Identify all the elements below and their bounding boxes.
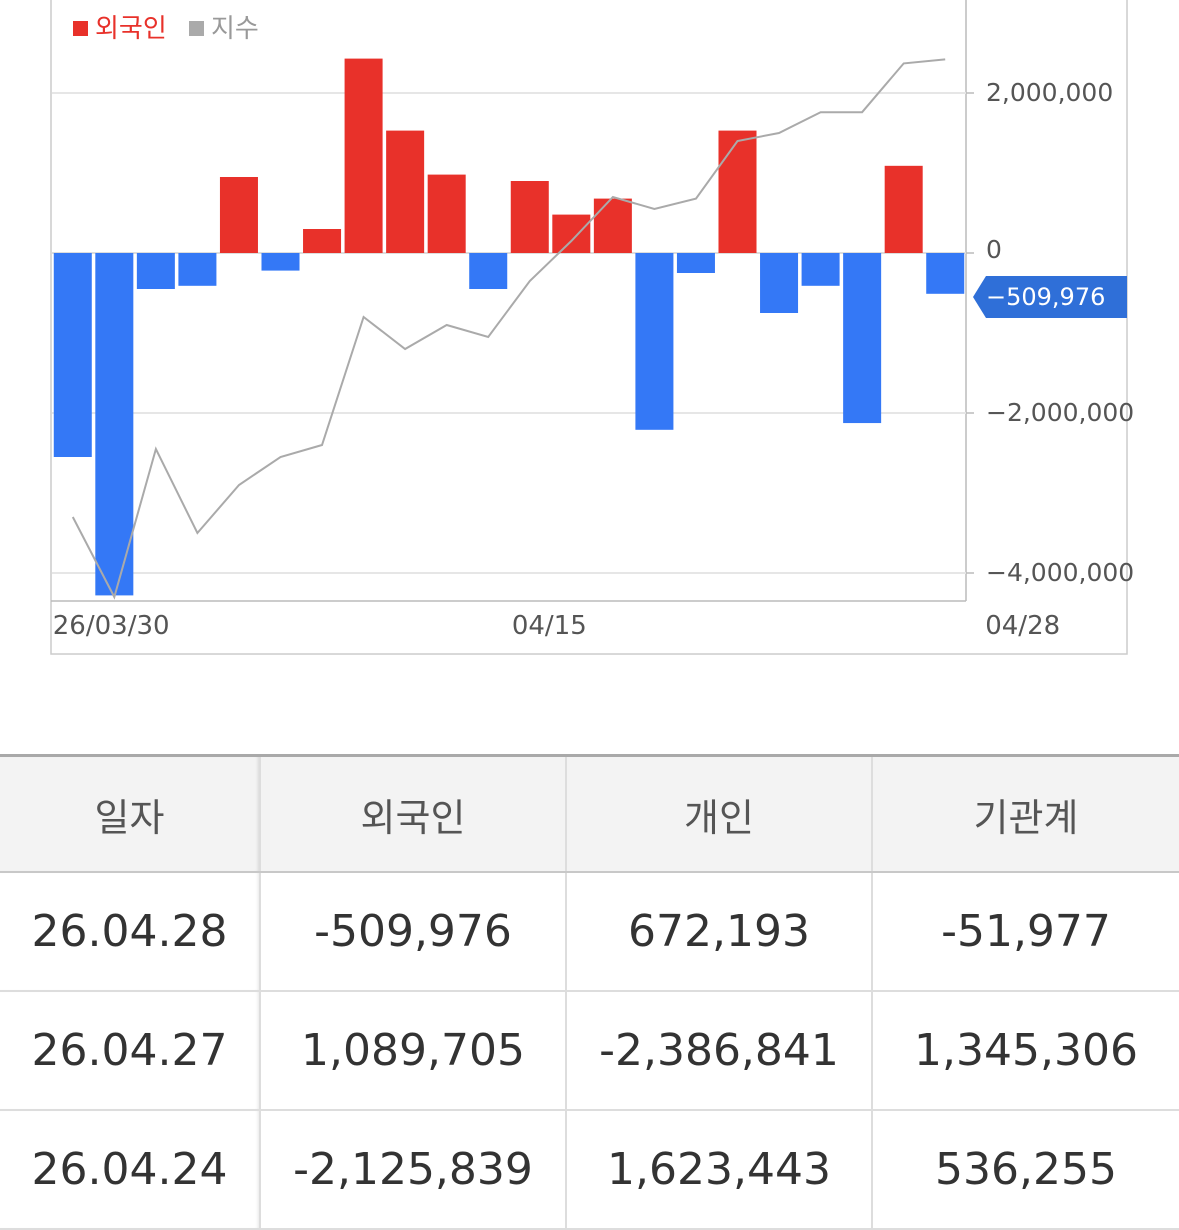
cell-foreign: 1,089,705 <box>259 991 566 1111</box>
header-individual[interactable]: 개인 <box>565 754 872 873</box>
cell-foreign: -509,976 <box>259 872 566 992</box>
legend-label-foreign[interactable]: 외국인 <box>95 14 167 44</box>
x-axis: 26/03/30 04/15 04/28 <box>53 611 1060 641</box>
cell-date: 26.04.27 <box>0 991 260 1111</box>
bar-04-07[interactable] <box>303 229 342 253</box>
bar-04-17[interactable] <box>635 253 674 430</box>
bar-04-14[interactable] <box>510 181 549 253</box>
legend-swatch-foreign <box>73 21 88 36</box>
legend: 외국인 지수 <box>73 14 259 44</box>
header-date[interactable]: 일자 <box>0 754 260 873</box>
y-axis: 2,000,000 0 −2,000,000 −4,000,000 <box>966 78 1134 587</box>
y-tick-label: −2,000,000 <box>986 398 1134 427</box>
table-row[interactable]: 26.04.24 -2,125,839 1,623,443 536,255 <box>0 1110 1179 1230</box>
current-value-marker: −509,976 <box>973 276 1127 318</box>
index-line <box>71 58 946 600</box>
bar-26-03-30[interactable] <box>53 253 92 457</box>
bar-04-03[interactable] <box>219 177 258 253</box>
bar-04-06[interactable] <box>261 253 300 271</box>
bar-04-24[interactable] <box>843 253 882 424</box>
investor-trend-chart: 2,000,000 0 −2,000,000 −4,000,000 26/03/30 0… <box>50 0 1134 655</box>
legend-label-index[interactable]: 지수 <box>211 14 259 44</box>
bar-04-23[interactable] <box>801 253 840 286</box>
cell-foreign: -2,125,839 <box>259 1110 566 1230</box>
cell-institution: 1,345,306 <box>871 991 1179 1111</box>
bar-04-15[interactable] <box>552 214 591 253</box>
bar-series <box>53 58 965 596</box>
bar-04-10[interactable] <box>427 174 466 253</box>
cell-individual: -2,386,841 <box>565 991 872 1111</box>
cell-date: 26.04.24 <box>0 1110 260 1230</box>
bar-04-22[interactable] <box>760 253 799 313</box>
y-tick-label: 0 <box>986 235 1002 264</box>
bar-04-16[interactable] <box>593 198 632 253</box>
x-tick-label: 04/28 <box>985 611 1060 641</box>
bar-04-13[interactable] <box>469 253 508 289</box>
cell-individual: 1,623,443 <box>565 1110 872 1230</box>
table-header-row: 일자 외국인 개인 기관계 <box>0 754 1179 873</box>
cell-institution: -51,977 <box>871 872 1179 992</box>
bar-04-09[interactable] <box>386 130 425 253</box>
table-row[interactable]: 26.04.28 -509,976 672,193 -51,977 <box>0 872 1179 992</box>
legend-swatch-index <box>189 21 204 36</box>
cell-institution: 536,255 <box>871 1110 1179 1230</box>
current-value-label: −509,976 <box>986 283 1105 311</box>
plot-frame <box>50 0 1128 655</box>
current-value-marker-shape <box>973 276 1127 318</box>
bar-04-20[interactable] <box>676 253 715 273</box>
bar-04-02[interactable] <box>178 253 217 286</box>
investor-trading-table: 일자 외국인 개인 기관계 26.04.28 -509,976 672,193 … <box>0 754 1179 1230</box>
x-tick-label: 04/15 <box>512 611 587 641</box>
bar-04-08[interactable] <box>344 58 383 253</box>
header-institution[interactable]: 기관계 <box>871 754 1179 873</box>
cell-date: 26.04.28 <box>0 872 260 992</box>
bar-04-21[interactable] <box>718 130 757 253</box>
y-tick-label: 2,000,000 <box>986 78 1113 107</box>
bar-04-28[interactable] <box>926 253 965 294</box>
bar-03-31[interactable] <box>95 253 134 596</box>
header-foreign[interactable]: 외국인 <box>259 754 566 873</box>
x-tick-label: 26/03/30 <box>53 611 170 641</box>
table-row[interactable]: 26.04.27 1,089,705 -2,386,841 1,345,306 <box>0 991 1179 1111</box>
y-tick-label: −4,000,000 <box>986 558 1134 587</box>
cell-individual: 672,193 <box>565 872 872 992</box>
bar-04-27[interactable] <box>884 165 923 253</box>
bar-04-01[interactable] <box>136 253 175 289</box>
